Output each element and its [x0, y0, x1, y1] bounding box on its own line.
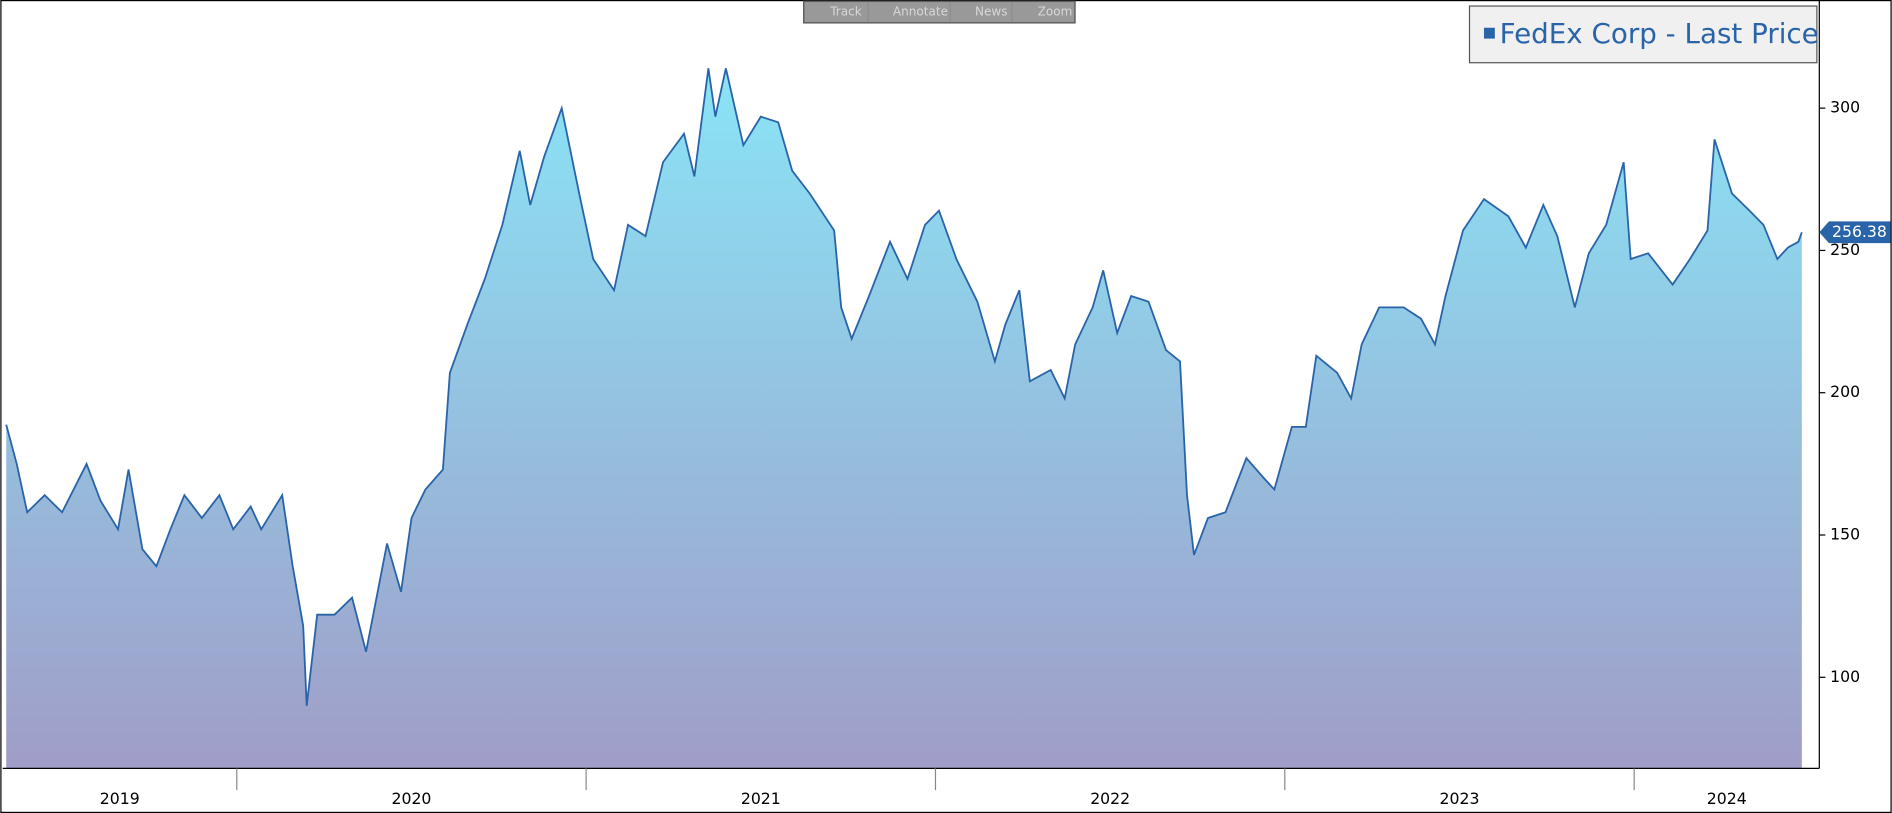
toolbar-button[interactable] [868, 2, 950, 22]
legend-label: FedEx Corp - Last Price [1500, 17, 1819, 50]
x-tick-label: 2024 [1707, 789, 1747, 808]
y-tick-label: 200 [1830, 382, 1860, 401]
last-price-label: 256.38 [1832, 222, 1887, 241]
toolbar-label[interactable]: Annotate [893, 5, 948, 19]
legend-box [1468, 5, 1818, 64]
toolbar-label[interactable]: Track [829, 5, 862, 19]
toolbar-button[interactable] [1012, 2, 1074, 22]
x-tick-label: 2019 [100, 789, 140, 808]
toolbar-label[interactable]: News [975, 5, 1008, 19]
last-price-tag [1819, 221, 1891, 244]
price-line [5, 68, 1803, 706]
x-tick-label: 2023 [1440, 789, 1480, 808]
x-tick-label: 2022 [1090, 789, 1130, 808]
y-tick-label: 250 [1830, 240, 1860, 259]
y-tick-label: 300 [1830, 98, 1860, 117]
x-tick-label: 2020 [392, 789, 432, 808]
x-tick-label: 2021 [741, 789, 781, 808]
legend-swatch [1483, 27, 1495, 39]
toolbar-button[interactable] [950, 2, 1012, 22]
y-tick-label: 100 [1830, 667, 1860, 686]
toolbar-button[interactable] [804, 2, 868, 22]
legend: FedEx Corp - Last Price [1468, 5, 1819, 64]
plot-area [5, 68, 1803, 769]
toolbar: Track Annotate News Zoom [803, 0, 1076, 24]
area-fill [6, 68, 1802, 769]
y-tick-label: 150 [1830, 525, 1860, 544]
toolbar-label[interactable]: Zoom [1038, 5, 1073, 19]
